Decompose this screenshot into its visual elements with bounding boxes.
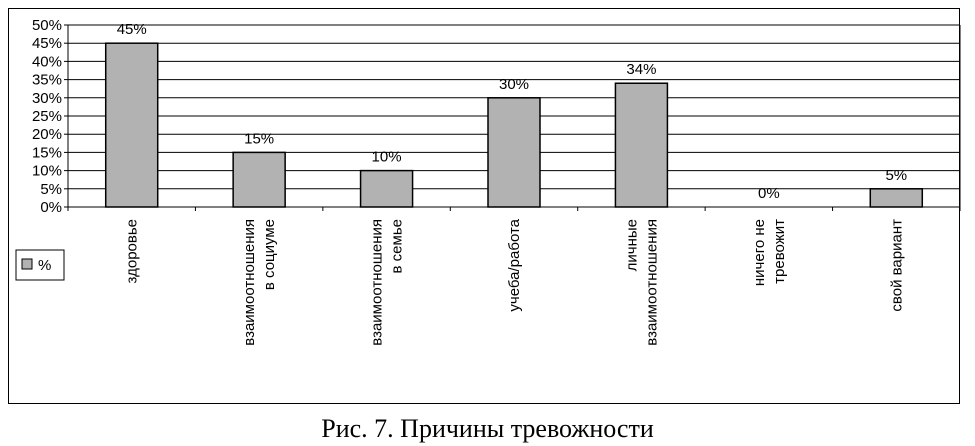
- data-label: 0%: [758, 185, 780, 202]
- bar: [359, 169, 414, 208]
- y-tick-label: 45%: [32, 35, 62, 52]
- x-tick-label-line: в социуме: [261, 219, 278, 290]
- x-tick-label: взаимоотношения в семье: [369, 219, 406, 346]
- x-tick-label-line: учеба/работа: [506, 218, 523, 311]
- x-tick-label-line: в семье: [389, 219, 406, 273]
- y-tick-label: 0%: [40, 199, 62, 216]
- bar: [232, 151, 286, 208]
- data-label: 30%: [499, 76, 529, 93]
- x-tick-label-line: ничего не: [751, 219, 768, 286]
- x-tick-label-line: взаимоотношения: [643, 219, 660, 346]
- y-tick-label: 35%: [32, 72, 62, 89]
- legend-swatch: [21, 258, 33, 270]
- x-tick-label-line: взаимоотношения: [241, 219, 258, 346]
- figure-caption: Рис. 7. Причины тревожности: [321, 414, 654, 443]
- bar: [614, 82, 669, 208]
- y-tick-label: 25%: [32, 108, 62, 125]
- x-tick-label: учеба/работа: [506, 218, 523, 311]
- y-tick-label: 20%: [32, 126, 62, 143]
- x-tick-label: взаимоотношения в социуме: [241, 219, 278, 346]
- y-tick-label: 30%: [32, 90, 62, 107]
- x-tick-label-line: тревожит: [771, 219, 788, 284]
- data-label: 34%: [626, 61, 656, 78]
- bar: [104, 42, 159, 208]
- bar: [487, 97, 541, 208]
- y-tick-label: 40%: [32, 53, 62, 70]
- x-tick-label-line: здоровье: [124, 219, 141, 283]
- x-tick-label-line: взаимоотношения: [369, 219, 386, 346]
- chart-frame: [8, 8, 960, 404]
- y-tick-label: 5%: [40, 181, 62, 198]
- data-label: 10%: [372, 149, 402, 166]
- bar-chart: 0%5%10%15%20%25%30%35%40%45%50% 45%здоров…: [15, 17, 961, 346]
- x-tick-label: ничего не тревожит: [751, 219, 788, 286]
- legend-label: %: [38, 257, 51, 274]
- x-tick-label-line: свой вариант: [888, 219, 905, 312]
- y-tick-label: 10%: [32, 163, 62, 180]
- bar: [869, 188, 924, 208]
- y-tick-label: 15%: [32, 144, 62, 161]
- x-tick-label: личные взаимоотношения: [623, 219, 660, 346]
- y-tick-label: 50%: [32, 17, 62, 34]
- data-label: 5%: [885, 167, 907, 184]
- x-tick-label: свой вариант: [888, 219, 905, 312]
- x-tick-label-line: личные: [623, 219, 640, 271]
- data-label: 45%: [117, 21, 147, 38]
- data-label: 15%: [244, 130, 274, 147]
- x-tick-label: здоровье: [124, 219, 141, 283]
